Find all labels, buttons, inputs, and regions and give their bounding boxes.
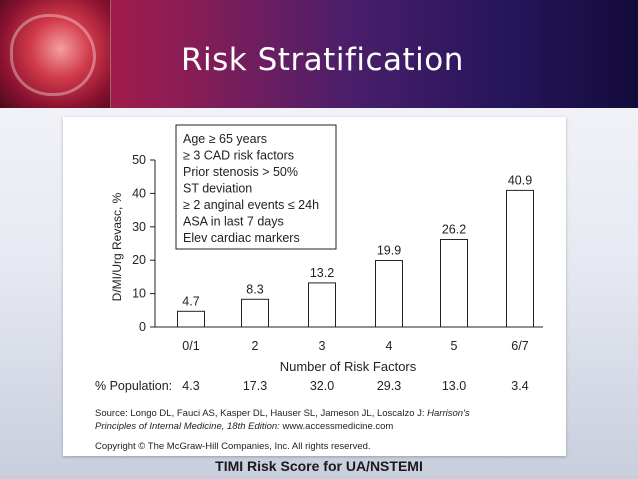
population-value: 3.4 [511, 379, 528, 393]
y-tick-label: 10 [132, 287, 146, 301]
y-tick-label: 20 [132, 253, 146, 267]
slide-caption: TIMI Risk Score for UA/NSTEMI [215, 458, 423, 474]
heart-illustration-icon [0, 0, 111, 108]
population-value: 13.0 [442, 379, 466, 393]
risk-factor-item: ≥ 2 anginal events ≤ 24h [183, 198, 319, 212]
source-book-edition: Principles of Internal Medicine, 18th Ed… [95, 421, 280, 432]
copyright-line: Copyright © The McGraw-Hill Companies, I… [95, 441, 371, 452]
risk-factor-item: Elev cardiac markers [183, 231, 300, 245]
bar [308, 282, 336, 328]
bar [440, 238, 468, 328]
bar-value-label: 26.2 [442, 222, 466, 236]
source-url: www.accessmedicine.com [280, 421, 394, 432]
bar [241, 298, 269, 328]
bar-value-label: 19.9 [377, 244, 401, 258]
bar-value-label: 40.9 [508, 173, 532, 187]
population-value: 32.0 [310, 379, 334, 393]
x-tick-label: 4 [386, 339, 393, 353]
risk-factor-box [175, 124, 337, 250]
bar [375, 260, 403, 328]
x-axis-label: Number of Risk Factors [280, 359, 417, 374]
slide-title: Risk Stratification [181, 42, 464, 78]
source-line-1: Source: Longo DL, Fauci AS, Kasper DL, H… [95, 408, 470, 419]
x-tick-label: 5 [451, 339, 458, 353]
population-label: % Population: [95, 379, 172, 393]
bar [506, 189, 534, 328]
x-tick-label: 2 [252, 339, 259, 353]
population-value: 29.3 [377, 379, 401, 393]
y-axis-label: D/MI/Urg Revasc, % [110, 192, 124, 301]
risk-factor-item: Age ≥ 65 years [183, 132, 267, 146]
x-tick-label: 3 [319, 339, 326, 353]
population-value: 17.3 [243, 379, 267, 393]
bar-value-label: 13.2 [310, 266, 334, 280]
risk-factor-item: Prior stenosis > 50% [183, 165, 298, 179]
risk-factor-item: ASA in last 7 days [183, 215, 284, 229]
y-tick-label: 40 [132, 186, 146, 200]
x-tick-label: 0/1 [182, 339, 199, 353]
x-tick-label: 6/7 [511, 339, 528, 353]
title-banner: Risk Stratification [0, 0, 638, 108]
source-book-title: Harrison's [427, 408, 470, 419]
y-tick-label: 30 [132, 220, 146, 234]
bar-chart: 0 10 20 30 40 50 4.7 8.3 13.2 19.9 26.2 40.9 0/1 2 3… [95, 124, 543, 452]
bar-value-label: 8.3 [246, 282, 263, 296]
chart-panel: 0 10 20 30 40 50 4.7 8.3 13.2 19.9 26.2 40.9 0/1 2 3… [63, 117, 566, 456]
source-text: Source: Longo DL, Fauci AS, Kasper DL, H… [95, 408, 427, 419]
risk-factor-item: ST deviation [183, 182, 252, 196]
y-tick-label: 0 [139, 320, 146, 334]
bar [177, 310, 205, 328]
y-tick-label: 50 [132, 153, 146, 167]
bar-value-label: 4.7 [182, 294, 199, 308]
source-line-2: Principles of Internal Medicine, 18th Ed… [95, 421, 393, 432]
population-value: 4.3 [182, 379, 199, 393]
risk-factor-item: ≥ 3 CAD risk factors [183, 149, 294, 163]
